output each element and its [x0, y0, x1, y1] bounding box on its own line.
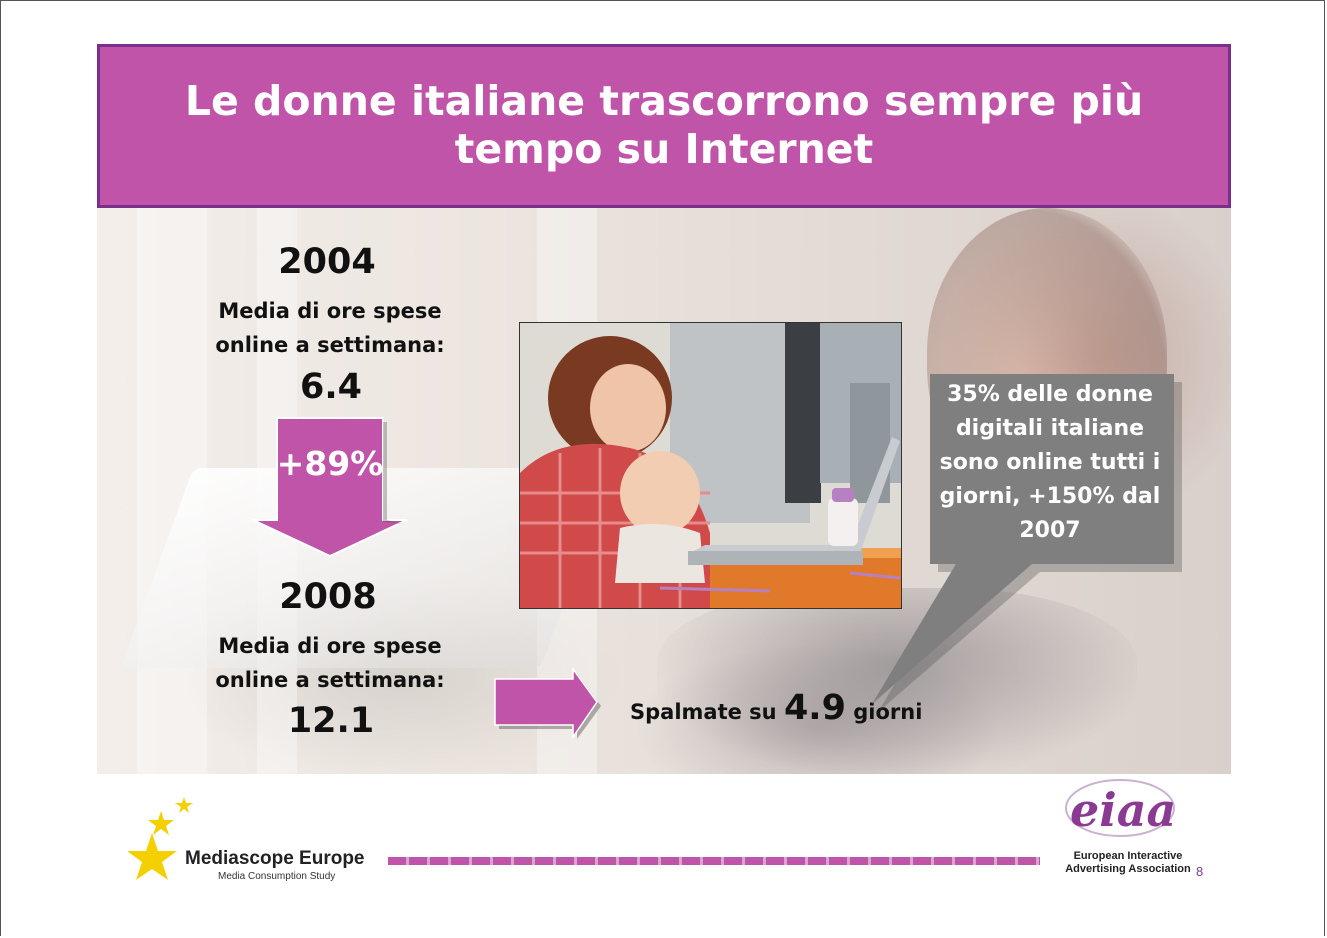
- callout-bubble: [872, 374, 1182, 710]
- title-banner: Le donne italiane trascorrono sempre più…: [97, 44, 1231, 208]
- eiaa-line2: Advertising Association: [1065, 863, 1191, 875]
- down-arrow-icon: [252, 417, 408, 558]
- callout-line5: 2007: [1019, 518, 1081, 543]
- spalmate-suffix: giorni: [853, 700, 923, 724]
- desc-2004-line1: Media di ore spese: [218, 299, 442, 323]
- year-2008: 2008: [279, 577, 377, 617]
- mediascope-stars-logo: [128, 797, 193, 880]
- desc-2004: Media di ore spese online a settimana:: [200, 294, 460, 362]
- value-2008: 12.1: [287, 701, 375, 741]
- spalmate-prefix: Spalmate su: [630, 700, 777, 724]
- slide-title: Le donne italiane trascorrono sempre più…: [184, 77, 1144, 173]
- desc-2008-line1: Media di ore spese: [218, 634, 442, 658]
- spalmate-text: Spalmate su 4.9 giorni: [630, 688, 922, 728]
- eiaa-logo-text: eiaa: [1070, 783, 1176, 837]
- desc-2008-line2: online a settimana:: [215, 668, 445, 692]
- year-2004: 2004: [278, 242, 376, 282]
- eiaa-name: European Interactive Advertising Associa…: [1058, 850, 1198, 876]
- spalmate-number: 4.9: [783, 688, 846, 728]
- callout-text: 35% delle donne digitali italiane sono o…: [932, 378, 1168, 548]
- right-arrow-icon: [494, 667, 601, 740]
- callout-line3: sono online tutti i: [939, 450, 1161, 475]
- mediascope-title: Mediascope Europe: [185, 848, 365, 869]
- growth-label: +89%: [276, 444, 384, 483]
- callout-line2: digitali italiane: [955, 416, 1145, 441]
- eiaa-line1: European Interactive: [1073, 850, 1183, 862]
- page-number: 8: [1196, 864, 1204, 879]
- mediascope-subtitle: Media Consumption Study: [218, 871, 336, 882]
- mother-baby-laptop-photo: [519, 322, 902, 609]
- desc-2008: Media di ore spese online a settimana:: [200, 629, 460, 697]
- desc-2004-line2: online a settimana:: [215, 333, 445, 357]
- eiaa-logo: eiaa: [1065, 779, 1176, 837]
- callout-line4: giorni, +150% dal: [939, 484, 1161, 509]
- value-2004: 6.4: [299, 367, 362, 407]
- footer-divider: [388, 857, 1040, 865]
- callout-line1: 35% delle donne: [947, 382, 1153, 407]
